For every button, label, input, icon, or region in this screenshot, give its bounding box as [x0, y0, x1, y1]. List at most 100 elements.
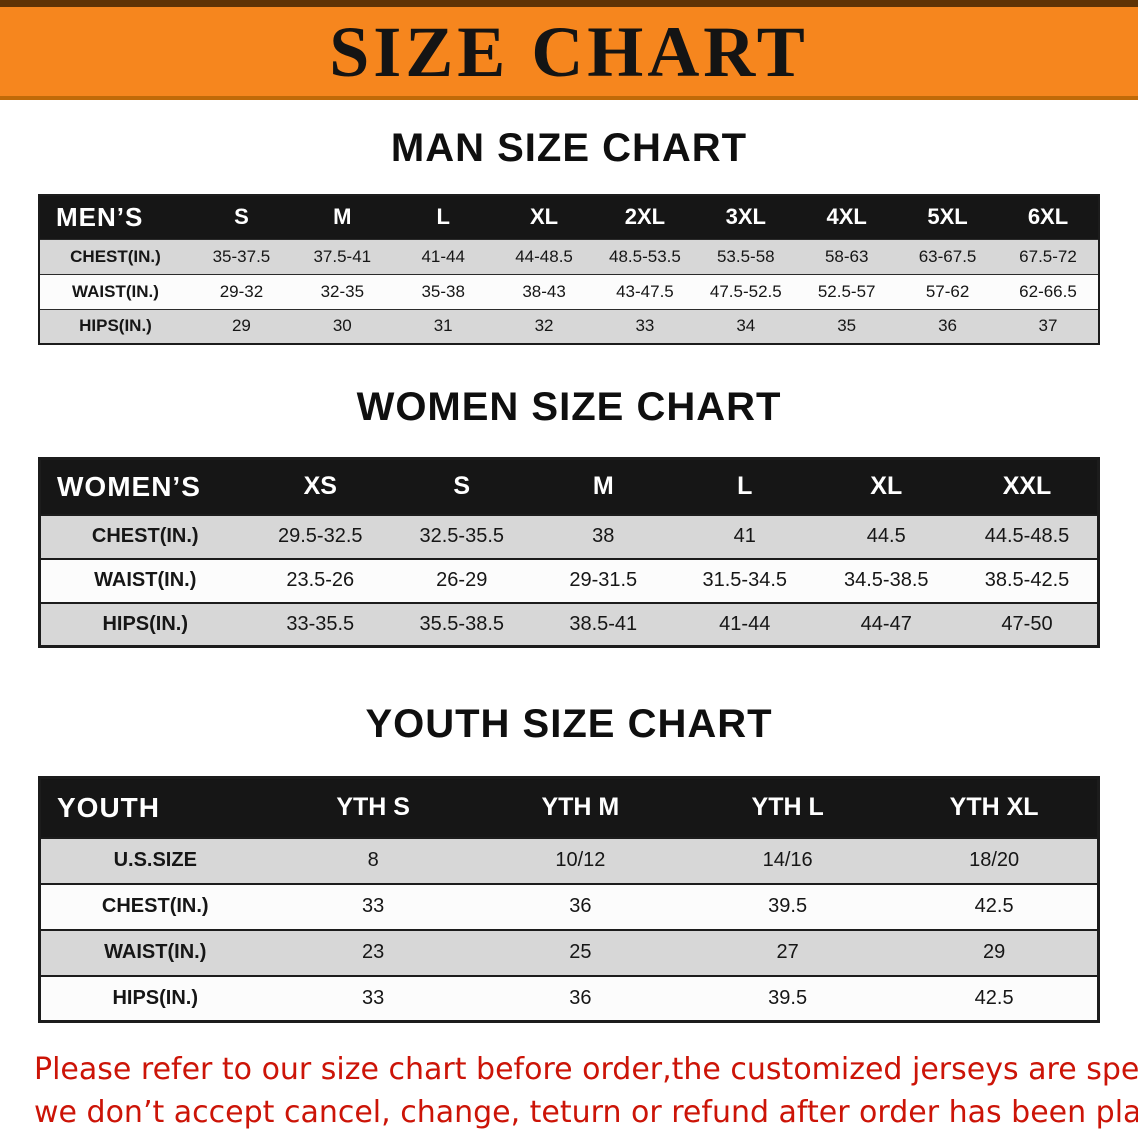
measurement-value-cell: 33-35.5	[249, 601, 391, 647]
measurement-row-label: CHEST(IN.)	[39, 238, 191, 274]
measurement-value-cell: 44.5	[815, 513, 957, 559]
measurement-value-cell: 53.5-58	[695, 238, 797, 274]
size-column-header: M	[532, 458, 674, 515]
measurement-value-cell: 39.5	[684, 882, 892, 930]
measurement-row: HIPS(IN.) 33 36 39.5 42.5	[39, 974, 1099, 1022]
measurement-value-cell: 44-47	[815, 601, 957, 647]
measurement-value-cell: 43-47.5	[594, 273, 696, 309]
measurement-value-cell: 37	[998, 308, 1099, 344]
measurement-value-cell: 23.5-26	[249, 557, 391, 603]
table-header-row: YOUTH YTH S YTH M YTH L YTH XL	[39, 777, 1099, 838]
measurement-value-cell: 33	[594, 308, 696, 344]
measurement-value-cell: 41-44	[392, 238, 494, 274]
measurement-value-cell: 58-63	[796, 238, 898, 274]
measurement-value-cell: 34	[695, 308, 797, 344]
size-column-header: YTH S	[269, 777, 477, 838]
measurement-value-cell: 10/12	[476, 836, 684, 884]
table-corner-label: MEN’S	[39, 195, 191, 239]
measurement-value-cell: 23	[269, 928, 477, 976]
size-column-header: 3XL	[695, 195, 797, 239]
size-column-header: S	[191, 195, 292, 239]
measurement-value-cell: 38.5-42.5	[957, 557, 1099, 603]
size-column-header: XS	[249, 458, 391, 515]
measurement-row-label: CHEST(IN.)	[39, 513, 250, 559]
measurement-value-cell: 37.5-41	[291, 238, 393, 274]
women-size-table: WOMEN’S XS S M L XL XXL CHEST(IN.) 29.5-32.5 32.5…	[38, 457, 1100, 648]
measurement-value-cell: 42.5	[891, 882, 1099, 930]
measurement-value-cell: 32	[493, 308, 595, 344]
measurement-row-label: CHEST(IN.)	[39, 882, 270, 930]
measurement-row: HIPS(IN.) 29 30 31 32 33 34 35 36 37	[39, 308, 1099, 344]
size-column-header: M	[291, 195, 393, 239]
size-column-header: S	[391, 458, 533, 515]
measurement-value-cell: 47.5-52.5	[695, 273, 797, 309]
measurement-row: CHEST(IN.) 35-37.5 37.5-41 41-44 44-48.5 48.5…	[39, 238, 1099, 274]
section-women-size-chart: WOMEN SIZE CHART WOMEN’S XS S M L XL XXL CHEST(…	[0, 385, 1138, 648]
measurement-value-cell: 8	[269, 836, 477, 884]
measurement-value-cell: 32-35	[291, 273, 393, 309]
size-column-header: L	[674, 458, 816, 515]
measurement-value-cell: 52.5-57	[796, 273, 898, 309]
measurement-value-cell: 57-62	[897, 273, 998, 309]
table-header-row: WOMEN’S XS S M L XL XXL	[39, 458, 1099, 515]
measurement-value-cell: 48.5-53.5	[594, 238, 696, 274]
measurement-value-cell: 14/16	[684, 836, 892, 884]
measurement-row: WAIST(IN.) 23 25 27 29	[39, 928, 1099, 976]
order-notice: Please refer to our size chart before or…	[0, 1049, 1138, 1134]
measurement-value-cell: 62-66.5	[998, 273, 1099, 309]
page-title: SIZE CHART	[329, 11, 809, 92]
measurement-value-cell: 39.5	[684, 974, 892, 1022]
section-men-size-chart: MAN SIZE CHART MEN’S S M L XL 2XL 3XL 4XL 5XL 6XL…	[0, 126, 1138, 345]
size-column-header: XL	[493, 195, 595, 239]
size-column-header: L	[392, 195, 494, 239]
measurement-value-cell: 27	[684, 928, 892, 976]
size-column-header: 6XL	[998, 195, 1099, 239]
size-column-header: XL	[815, 458, 957, 515]
measurement-value-cell: 31	[392, 308, 494, 344]
measurement-value-cell: 18/20	[891, 836, 1099, 884]
measurement-value-cell: 63-67.5	[897, 238, 998, 274]
size-column-header: XXL	[957, 458, 1099, 515]
measurement-value-cell: 47-50	[957, 601, 1099, 647]
measurement-value-cell: 25	[476, 928, 684, 976]
measurement-row: CHEST(IN.) 29.5-32.5 32.5-35.5 38 41 44.5 44.5…	[39, 513, 1099, 559]
section-youth-size-chart: YOUTH SIZE CHART YOUTH YTH S YTH M YTH L YTH…	[0, 702, 1138, 1023]
measurement-value-cell: 36	[476, 882, 684, 930]
measurement-row: WAIST(IN.) 29-32 32-35 35-38 38-43 43-47.5 47.…	[39, 273, 1099, 309]
measurement-value-cell: 29	[191, 308, 292, 344]
table-corner-label: YOUTH	[39, 777, 270, 838]
measurement-value-cell: 67.5-72	[998, 238, 1099, 274]
size-column-header: 5XL	[897, 195, 998, 239]
measurement-value-cell: 33	[269, 882, 477, 930]
measurement-row: CHEST(IN.) 33 36 39.5 42.5	[39, 882, 1099, 930]
measurement-row: HIPS(IN.) 33-35.5 35.5-38.5 38.5-41 41-44 44-…	[39, 601, 1099, 647]
measurement-value-cell: 34.5-38.5	[815, 557, 957, 603]
youth-size-table: YOUTH YTH S YTH M YTH L YTH XL U.S.SIZE 8 10/12…	[38, 776, 1100, 1023]
measurement-value-cell: 31.5-34.5	[674, 557, 816, 603]
measurement-row: WAIST(IN.) 23.5-26 26-29 29-31.5 31.5-34.5 34…	[39, 557, 1099, 603]
measurement-value-cell: 30	[291, 308, 393, 344]
measurement-value-cell: 29	[891, 928, 1099, 976]
size-column-header: YTH M	[476, 777, 684, 838]
youth-size-chart-heading: YOUTH SIZE CHART	[365, 702, 773, 746]
measurement-value-cell: 38	[532, 513, 674, 559]
measurement-value-cell: 42.5	[891, 974, 1099, 1022]
measurement-value-cell: 44.5-48.5	[957, 513, 1099, 559]
measurement-row-label: WAIST(IN.)	[39, 928, 270, 976]
measurement-value-cell: 38-43	[493, 273, 595, 309]
table-header-row: MEN’S S M L XL 2XL 3XL 4XL 5XL 6XL	[39, 195, 1099, 239]
measurement-value-cell: 36	[476, 974, 684, 1022]
measurement-value-cell: 35-37.5	[191, 238, 292, 274]
measurement-value-cell: 32.5-35.5	[391, 513, 533, 559]
size-column-header: 4XL	[796, 195, 898, 239]
measurement-value-cell: 38.5-41	[532, 601, 674, 647]
size-column-header: 2XL	[594, 195, 696, 239]
measurement-value-cell: 26-29	[391, 557, 533, 603]
measurement-row-label: WAIST(IN.)	[39, 557, 250, 603]
measurement-value-cell: 44-48.5	[493, 238, 595, 274]
men-size-chart-heading: MAN SIZE CHART	[390, 126, 748, 170]
women-size-chart-heading: WOMEN SIZE CHART	[356, 385, 782, 429]
measurement-row-label: HIPS(IN.)	[39, 974, 270, 1022]
measurement-value-cell: 35-38	[392, 273, 494, 309]
